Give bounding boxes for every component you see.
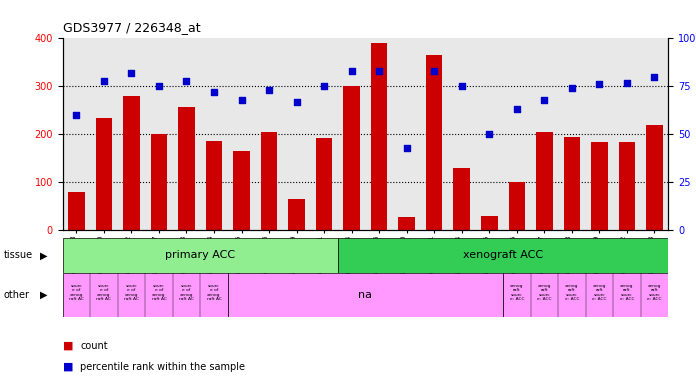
Bar (371, 43, 388, 230)
Point (567, 85, 578, 91)
Point (126, 70, 137, 76)
Text: ■: ■ (63, 362, 73, 372)
Point (346, 68, 357, 74)
Point (484, 131, 495, 137)
Text: primary ACC: primary ACC (165, 250, 235, 260)
Bar (228, 273, 503, 317)
Bar (426, 55, 443, 230)
Bar (646, 125, 663, 230)
Text: xenograft ACC: xenograft ACC (463, 250, 543, 260)
Text: other: other (3, 290, 29, 300)
Text: xenog
raft
sourc
e: ACC: xenog raft sourc e: ACC (564, 284, 579, 301)
Text: ■: ■ (63, 341, 73, 351)
Point (153, 83, 164, 89)
Point (511, 106, 522, 113)
Point (622, 79, 633, 86)
Text: xenog
raft
sourc
e: ACC: xenog raft sourc e: ACC (619, 284, 634, 301)
Text: count: count (80, 341, 108, 351)
Text: ▶: ▶ (40, 250, 47, 260)
Bar (261, 132, 277, 230)
Text: sourc
e of
xenog
raft AC: sourc e of xenog raft AC (207, 284, 221, 301)
Text: xenog
raft
sourc
e: ACC: xenog raft sourc e: ACC (647, 284, 662, 301)
Bar (503, 273, 668, 317)
Bar (288, 199, 305, 230)
Bar (233, 151, 250, 230)
Bar (95, 118, 112, 230)
Text: ▶: ▶ (40, 290, 47, 300)
Text: xenog
raft
sourc
e: ACC: xenog raft sourc e: ACC (592, 284, 607, 301)
Point (594, 81, 605, 88)
Point (236, 97, 247, 103)
Text: na: na (358, 290, 372, 300)
Point (649, 74, 660, 80)
Bar (591, 142, 608, 230)
Point (401, 145, 412, 151)
Bar (68, 192, 85, 230)
Text: xenog
raft
sourc
e: ACC: xenog raft sourc e: ACC (509, 284, 524, 301)
Bar (343, 86, 360, 230)
Point (209, 89, 220, 95)
Bar (509, 182, 525, 230)
Bar (564, 137, 580, 230)
Bar (338, 238, 668, 273)
Bar (178, 107, 195, 230)
Bar (63, 238, 338, 273)
Bar (536, 132, 553, 230)
Bar (123, 96, 140, 230)
Text: sourc
e of
xenog
raft AC: sourc e of xenog raft AC (97, 284, 111, 301)
Bar (316, 138, 333, 230)
Bar (481, 216, 498, 230)
Bar (63, 273, 228, 317)
Point (319, 83, 330, 89)
Bar (398, 217, 415, 230)
Point (291, 99, 302, 105)
Text: xenog
raft
sourc
e: ACC: xenog raft sourc e: ACC (537, 284, 551, 301)
Text: sourc
e of
xenog
raft AC: sourc e of xenog raft AC (124, 284, 139, 301)
Point (456, 83, 467, 89)
Point (181, 78, 192, 84)
Point (429, 68, 440, 74)
Text: percentile rank within the sample: percentile rank within the sample (80, 362, 245, 372)
Point (71, 112, 82, 118)
Text: sourc
e of
xenog
raft AC: sourc e of xenog raft AC (69, 284, 84, 301)
Text: GDS3977 / 226348_at: GDS3977 / 226348_at (63, 21, 200, 34)
Point (98, 78, 109, 84)
Point (264, 87, 275, 93)
Text: sourc
e of
xenog
raft AC: sourc e of xenog raft AC (152, 284, 166, 301)
Point (374, 68, 385, 74)
Bar (454, 168, 470, 230)
Text: sourc
e of
xenog
raft AC: sourc e of xenog raft AC (179, 284, 194, 301)
Point (539, 97, 550, 103)
Bar (619, 142, 635, 230)
Bar (206, 141, 222, 230)
Bar (151, 134, 167, 230)
Text: tissue: tissue (3, 250, 33, 260)
